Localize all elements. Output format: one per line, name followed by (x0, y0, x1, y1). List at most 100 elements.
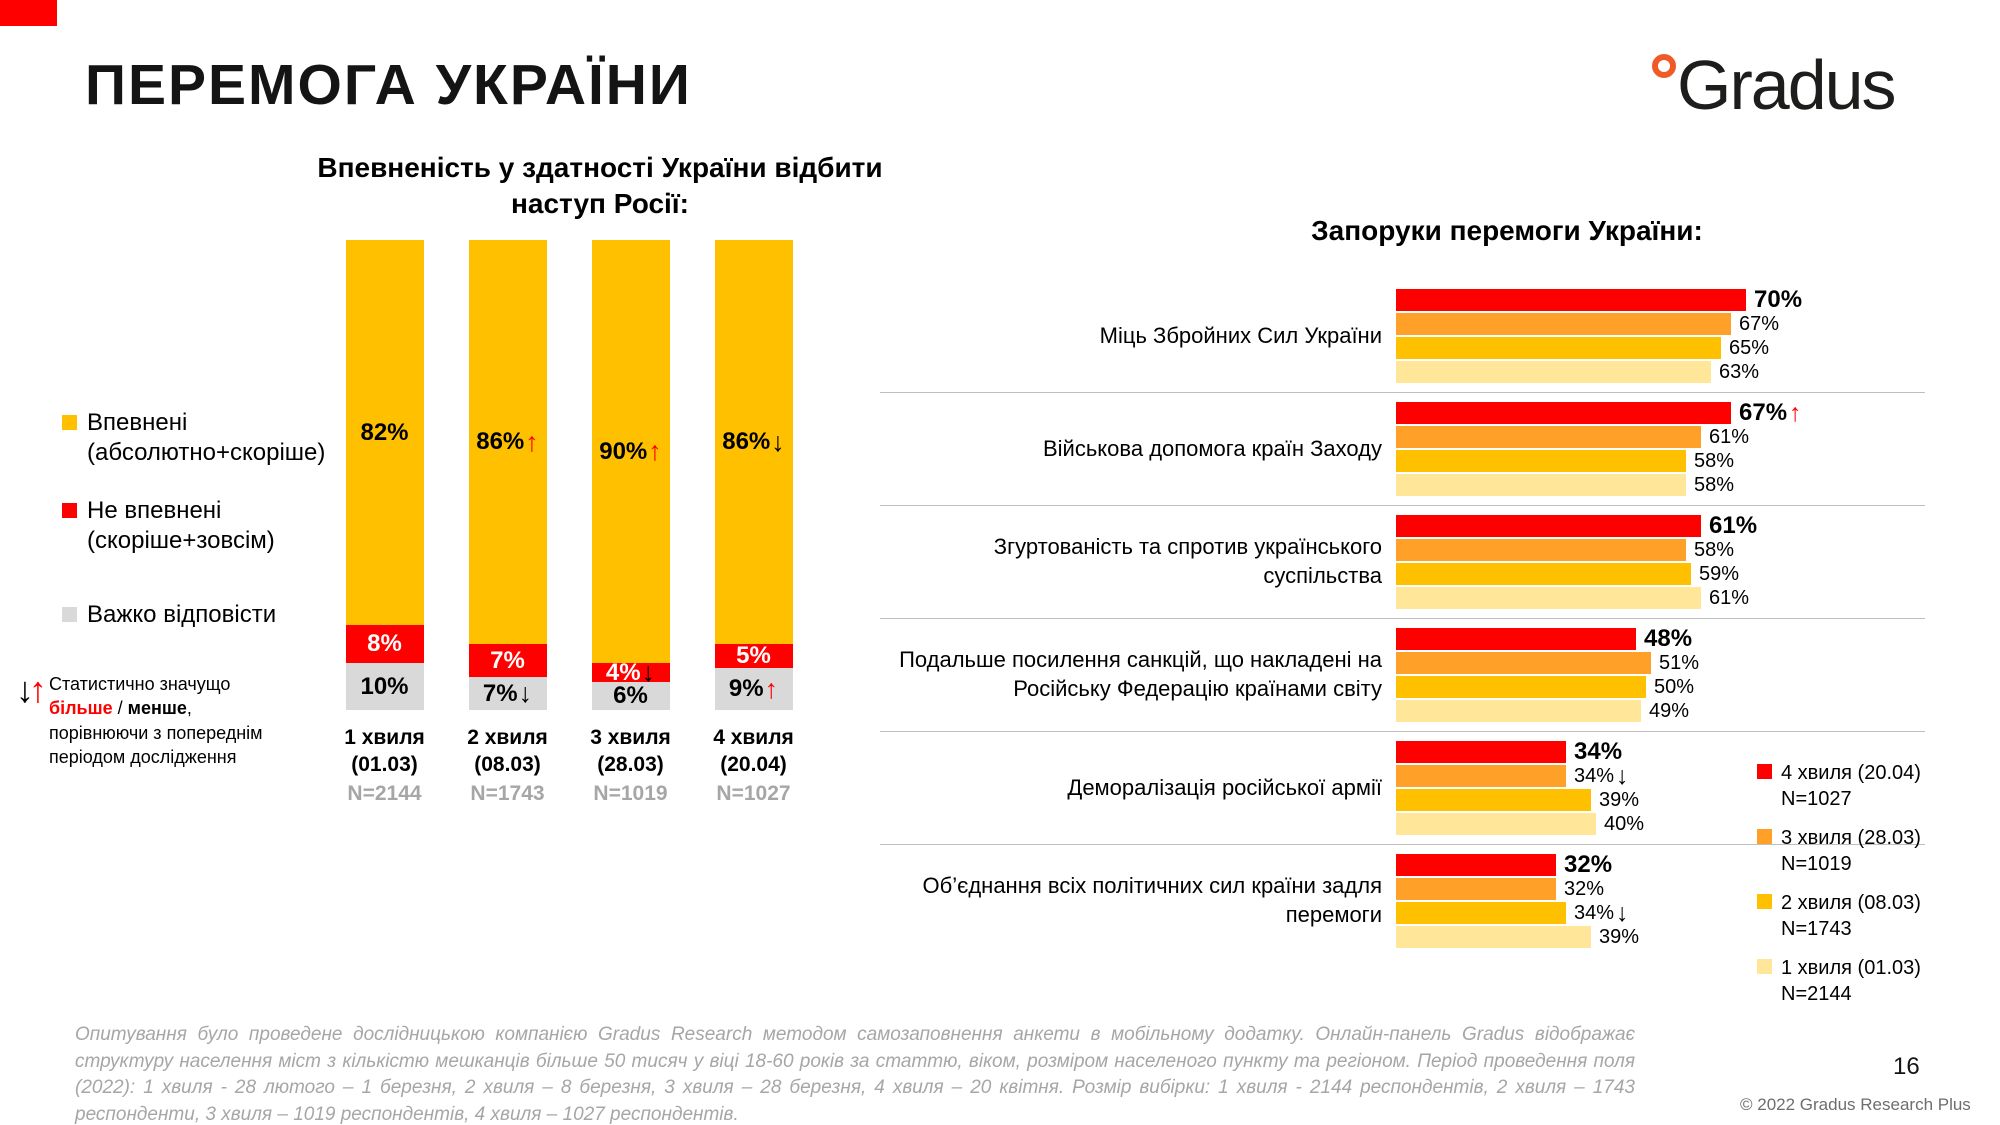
wave-label: 3 хвиля (28.03) (590, 726, 671, 777)
arrow-down-icon: ↓ (771, 426, 785, 457)
legend-label: 4 хвиля (20.04) N=1027 (1781, 762, 1921, 810)
bar-value-label: 58% (1694, 474, 1735, 496)
note-suffix: , порівнюючи з попереднім періодом дослі… (49, 698, 263, 767)
bar-row: 63% (1396, 361, 1925, 383)
wave-label: 4 хвиля (20.04) (713, 726, 794, 777)
bar-segment-not_confident: 8% (345, 625, 424, 663)
bar-value-label: 61% (1709, 587, 1750, 609)
bar-segment-confident: 90% ↑ (591, 240, 670, 663)
legend-item: Впевнені (абсолютно+скоріше) (62, 408, 332, 468)
wave-n-label: N=1027 (716, 781, 791, 805)
bar-value-label: 63% (1719, 361, 1760, 383)
legend-label: Не впевнені (скоріше+зовсім) (87, 497, 275, 554)
wave-n-label: N=1743 (470, 781, 545, 805)
bar-row: 32% (1396, 878, 1925, 900)
segment-value-label: 82% (360, 418, 409, 446)
legend-item: 3 хвиля (28.03) N=1019 (1757, 825, 1921, 877)
stacked-bar: 86% ↓ 5% 9% ↑ (714, 240, 793, 710)
legend-label: 2 хвиля (08.03) N=1743 (1781, 892, 1921, 940)
significance-note: ↓↑ Статистично значущо більше / менше, п… (16, 672, 326, 769)
left-chart-title: Впевненість у здатності України відбити … (317, 152, 883, 220)
bar-segment-not_confident: 7% (468, 644, 547, 677)
gradus-logo: Gradus (1652, 46, 1897, 124)
bar-row: 59% (1396, 563, 1925, 585)
bar-row: 61% (1396, 587, 1925, 609)
grouped-bar-chart: Міць Збройних Сил України 70% 67% 65% 63% Вій… (880, 280, 1925, 957)
bar-segment-not_confident: 4% ↓ (591, 659, 670, 686)
segment-value-label: 9% (728, 675, 764, 702)
bar-value-label: 40% (1604, 813, 1645, 835)
gradus-logo-text: Gradus (1677, 46, 1897, 124)
legend-label: Впевнені (абсолютно+скоріше) (87, 409, 326, 466)
arrow-up-icon: ↑ (525, 426, 539, 457)
legend-swatch (62, 415, 77, 430)
wave-column: 86% ↓ 5% 9% ↑ 4 хвиля (20.04) N=1027 (692, 240, 815, 806)
bar-row: 58% (1396, 450, 1925, 472)
bar-wave-2 (1396, 902, 1566, 924)
legend-swatch (1757, 894, 1772, 909)
wave-label: 1 хвиля (01.03) (344, 726, 425, 777)
legend-swatch (1757, 959, 1772, 974)
legend-item: 1 хвиля (01.03) N=2144 (1757, 955, 1921, 1007)
bar-wave-3 (1396, 539, 1686, 561)
bar-row: 51% (1396, 652, 1925, 674)
bar-wave-2 (1396, 789, 1591, 811)
segment-value-label: 5% (736, 642, 771, 669)
legend-label: Важко відповісти (87, 601, 277, 628)
bar-value-label: 34% (1574, 765, 1615, 787)
legend-swatch (62, 503, 77, 518)
copyright-text: © 2022 Gradus Research Plus (1740, 1095, 1971, 1114)
bar-segment-not_confident: 5% (714, 642, 793, 669)
bar-row: 67% (1396, 313, 1925, 335)
bar-value-label: 61% (1709, 426, 1750, 448)
bar-segment-hard: 7% ↓ (468, 677, 547, 710)
bar-wave-2 (1396, 676, 1646, 698)
legend-item: Важко відповісти (62, 600, 332, 630)
bar-value-label: 58% (1694, 539, 1735, 561)
arrow-down-icon: ↓ (1616, 898, 1629, 927)
bar-row: 34% ↓ (1396, 761, 1925, 790)
legend-item: 2 хвиля (08.03) N=1743 (1757, 890, 1921, 942)
wave-n-label: N=2144 (347, 781, 422, 805)
bar-wave-3 (1396, 652, 1651, 674)
bar-row: 58% (1396, 474, 1925, 496)
bar-value-label: 34% (1574, 902, 1615, 924)
wave-n-label: N=1019 (593, 781, 668, 805)
bar-wave-4 (1396, 515, 1701, 537)
bar-wave-1 (1396, 474, 1686, 496)
bar-wave-4 (1396, 402, 1731, 424)
bar-segment-confident: 86% ↓ (714, 240, 793, 644)
wave-column: 90% ↑ 4% ↓ 6% 3 хвиля (28.03) N=1019 (569, 240, 692, 806)
category-bars: 32% 32% 34% ↓ 39% (1396, 852, 1925, 950)
bar-wave-2 (1396, 337, 1721, 359)
bar-row: 39% (1396, 926, 1925, 948)
arrow-down-icon: ↓ (641, 657, 656, 687)
bar-row: 48% (1396, 627, 1925, 651)
bar-value-label: 49% (1649, 700, 1690, 722)
bar-wave-4 (1396, 741, 1566, 763)
stacked-bar: 82% 8% 10% (345, 240, 424, 710)
bar-row: 49% (1396, 700, 1925, 722)
bar-value-label: 50% (1654, 676, 1695, 698)
segment-value-label: 90% (599, 437, 648, 465)
wave-column: 82% 8% 10% 1 хвиля (01.03) N=2144 (323, 240, 446, 806)
stacked-column-chart: 82% 8% 10% 1 хвиля (01.03) N=2144 86% ↑ 7% 7% ↓ 2 … (323, 240, 815, 806)
wave-column: 86% ↑ 7% 7% ↓ 2 хвиля (08.03) N=1743 (446, 240, 569, 806)
note-less: менше (127, 698, 187, 719)
bar-value-label: 58% (1694, 450, 1735, 472)
bar-row: 65% (1396, 337, 1925, 359)
segment-value-label: 7% (482, 679, 518, 707)
bar-wave-1 (1396, 587, 1701, 609)
bar-row: 32% (1396, 853, 1925, 877)
significance-note-text: Статистично значущо більше / менше, порі… (49, 672, 289, 769)
category-label: Міць Збройних Сил України (1099, 322, 1382, 348)
bar-value-label: 65% (1729, 337, 1770, 359)
bar-row: 34% (1396, 740, 1925, 764)
arrow-down-icon: ↓ (1616, 761, 1629, 790)
bar-wave-1 (1396, 700, 1641, 722)
stacked-bar: 90% ↑ 4% ↓ 6% (591, 240, 670, 710)
bar-wave-1 (1396, 813, 1596, 835)
bar-wave-1 (1396, 926, 1591, 948)
legend-swatch (1757, 764, 1772, 779)
